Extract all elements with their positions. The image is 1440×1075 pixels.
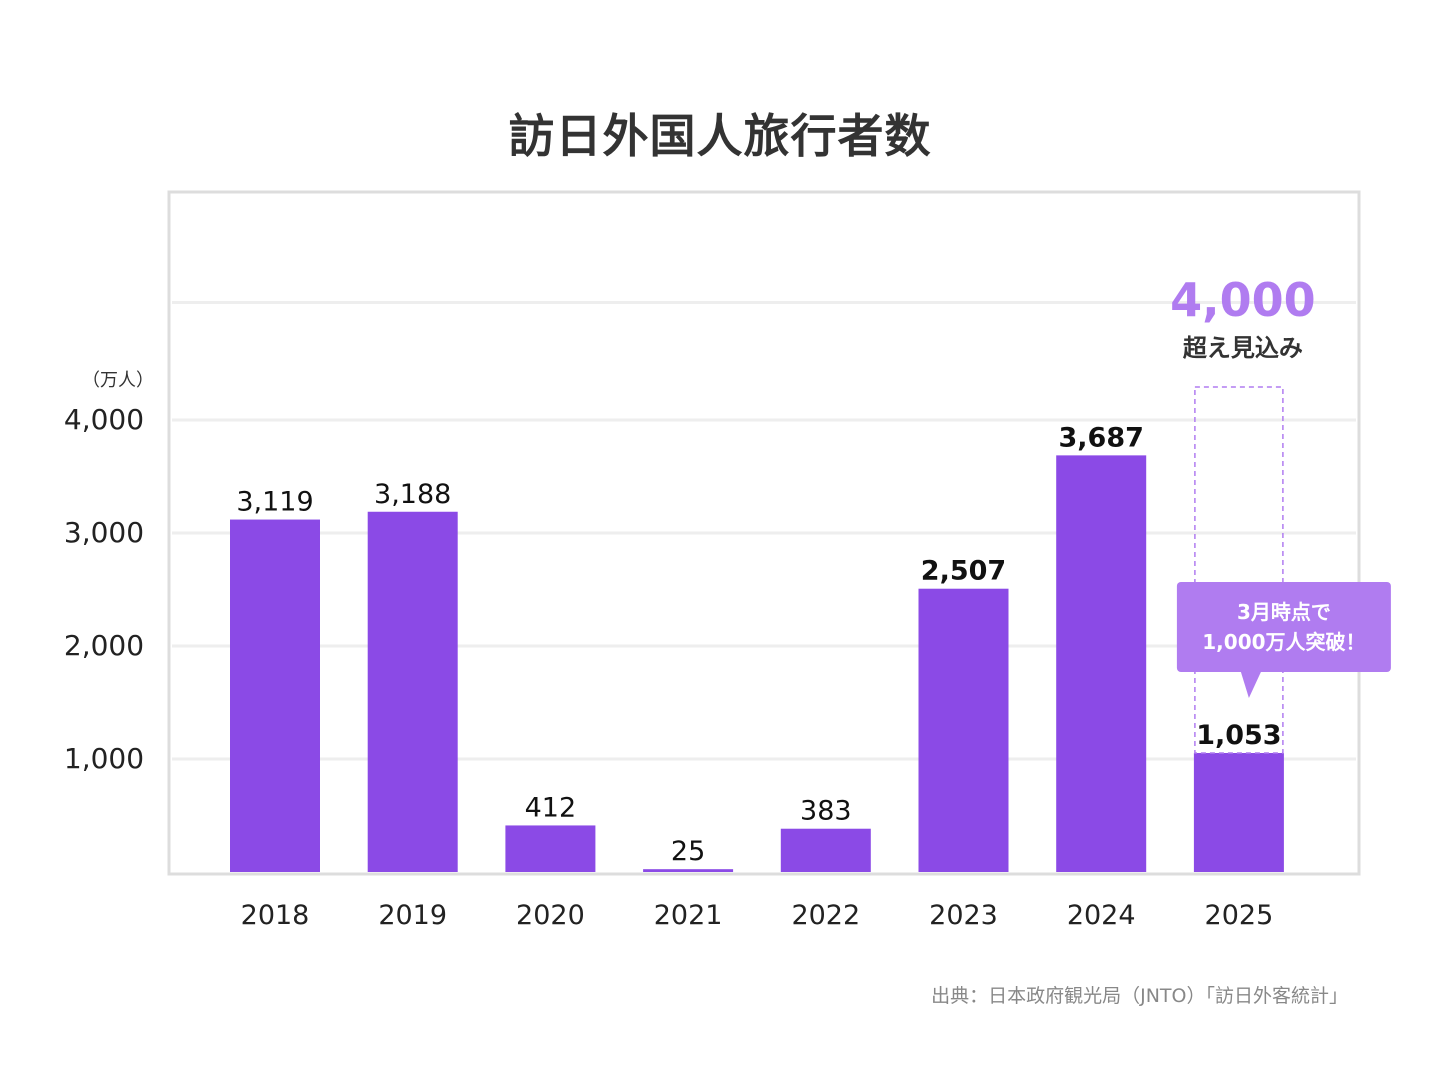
data-label-2020: 412 <box>525 792 577 823</box>
forecast-dashed-box <box>1194 386 1284 754</box>
bar-2024 <box>1056 455 1147 872</box>
x-tick-label-2018: 2018 <box>241 900 310 931</box>
x-tick-label-2023: 2023 <box>929 900 998 931</box>
data-label-2022: 383 <box>800 796 852 827</box>
bar-2018 <box>230 519 320 872</box>
callout-box <box>1176 582 1391 672</box>
data-label-2024: 3,687 <box>1058 422 1143 453</box>
forecast-text-label: 超え見込み <box>1183 334 1303 362</box>
x-tick-label-2020: 2020 <box>516 900 585 931</box>
source-note: 出典：日本政府観光局（JNTO）「訪日外客統計」 <box>931 985 1348 1007</box>
callout-line-2: 1,000万人突破！ <box>1202 630 1365 654</box>
forecast-value-label: 4,000 <box>1170 273 1316 327</box>
y-tick-label: 3,000 <box>64 516 144 549</box>
bar-2022 <box>780 828 871 872</box>
chart-title: 訪日外国人旅行者数 <box>508 109 932 163</box>
callout-bubble: 3月時点で 1,000万人突破！ <box>1176 582 1391 698</box>
x-tick-label-2021: 2021 <box>654 900 723 931</box>
data-label-2018: 3,119 <box>236 487 313 518</box>
data-label-2023: 2,507 <box>921 556 1006 587</box>
bar-2019 <box>367 511 458 872</box>
y-tick-label: 4,000 <box>64 403 144 436</box>
data-label-2025: 1,053 <box>1196 720 1281 751</box>
forecast-annotation: 4,000 超え見込み <box>1170 273 1316 754</box>
plot-frame <box>167 190 1361 876</box>
y-axis: （万人） 1,000 2,000 3,000 4,000 <box>64 370 154 775</box>
callout-line-1: 3月時点で <box>1237 600 1331 624</box>
data-label-2019: 3,188 <box>374 479 451 510</box>
grid-lines <box>172 300 1356 761</box>
y-axis-unit-label: （万人） <box>82 370 154 391</box>
bar-2020 <box>505 825 596 872</box>
x-axis: 2018 2019 2020 2021 2022 2023 2024 2025 <box>241 900 1274 931</box>
y-tick-label: 1,000 <box>64 742 144 775</box>
y-tick-label: 2,000 <box>64 629 144 662</box>
data-labels: 3,119 3,188 412 25 383 2,507 3,687 1,053 <box>236 422 1281 867</box>
x-tick-label-2019: 2019 <box>378 900 447 931</box>
x-tick-label-2025: 2025 <box>1205 900 1274 931</box>
bars <box>230 455 1284 872</box>
bar-2023 <box>918 588 1009 872</box>
bar-2025 <box>1193 753 1284 872</box>
bar-2021 <box>643 869 734 872</box>
x-tick-label-2024: 2024 <box>1067 900 1136 931</box>
x-tick-label-2022: 2022 <box>791 900 860 931</box>
data-label-2021: 25 <box>671 836 705 867</box>
callout-tail <box>1240 672 1261 698</box>
